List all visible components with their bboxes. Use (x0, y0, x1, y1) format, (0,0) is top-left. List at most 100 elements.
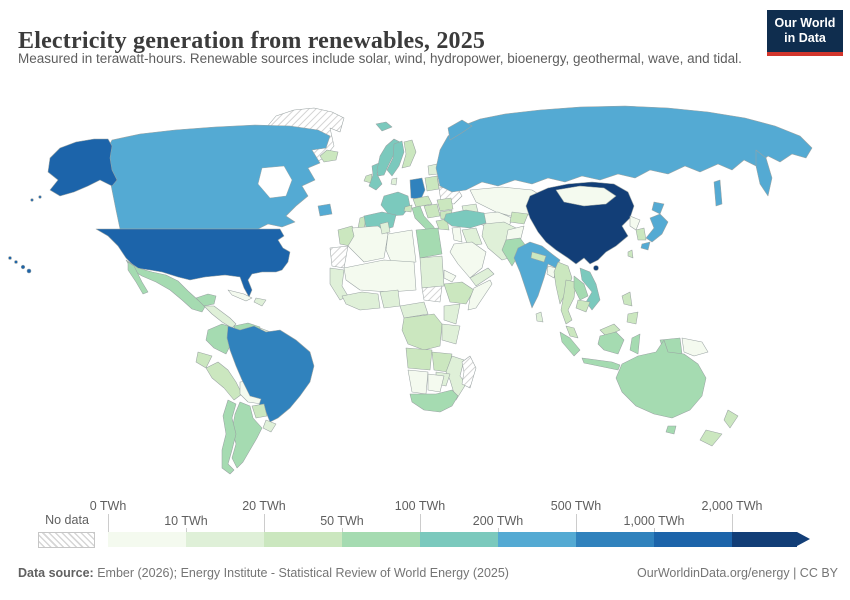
island-java[interactable] (581, 357, 621, 371)
region-yemen-oman[interactable] (469, 267, 495, 287)
region-levant[interactable] (451, 226, 463, 243)
country-canada[interactable] (103, 124, 331, 230)
country-malaysia-peninsula[interactable] (565, 325, 579, 339)
country-greece[interactable] (435, 218, 450, 231)
island-borneo[interactable] (597, 331, 625, 355)
country-papua-new-guinea[interactable] (681, 337, 709, 357)
country-colombia[interactable] (205, 323, 235, 355)
country-somalia[interactable] (467, 279, 493, 311)
region-kyrgyz-tajik[interactable] (509, 211, 529, 225)
country-new-zealand-south[interactable] (699, 429, 723, 447)
country-libya[interactable] (385, 229, 417, 265)
region-balkans[interactable] (423, 203, 441, 219)
owid-logo[interactable]: Our World in Data (767, 10, 843, 56)
legend-segment-0[interactable] (108, 532, 186, 547)
island-sulawesi[interactable] (629, 333, 641, 355)
country-algeria[interactable] (347, 225, 389, 263)
country-new-zealand-north[interactable] (723, 409, 739, 429)
legend-segment-1[interactable] (186, 532, 264, 547)
country-ecuador[interactable] (195, 351, 213, 369)
country-nepal[interactable] (530, 251, 547, 263)
legend-segment-5[interactable] (498, 532, 576, 547)
country-bangladesh[interactable] (546, 265, 557, 279)
island-sumatra[interactable] (559, 331, 581, 357)
island-sakhalin[interactable] (713, 179, 723, 207)
country-united-states-alaska[interactable] (47, 138, 118, 197)
country-cambodia[interactable] (575, 299, 591, 313)
country-sudan[interactable] (419, 255, 445, 289)
country-denmark[interactable] (390, 177, 398, 186)
island-luzon[interactable] (621, 291, 633, 307)
country-cuba[interactable] (227, 289, 253, 302)
hawaii-island[interactable] (20, 264, 26, 270)
country-ethiopia[interactable] (443, 281, 475, 305)
country-india[interactable] (513, 241, 561, 309)
country-south-africa[interactable] (409, 389, 459, 413)
island-tasmania[interactable] (665, 425, 677, 435)
country-united-states[interactable] (95, 228, 291, 298)
hawaii-island[interactable] (26, 268, 32, 274)
legend-segment-7[interactable] (654, 532, 732, 547)
territory-svalbard[interactable] (375, 121, 393, 132)
country-sweden[interactable] (386, 140, 405, 177)
country-malaysia-borneo[interactable] (599, 323, 621, 337)
country-poland[interactable] (424, 175, 440, 192)
island-novaya-zemlya[interactable] (447, 119, 473, 141)
country-france[interactable] (380, 191, 411, 217)
island-hainan[interactable] (593, 265, 599, 271)
region-west-africa[interactable] (341, 291, 381, 311)
hawaii-island[interactable] (14, 260, 18, 264)
country-eritrea[interactable] (443, 269, 457, 283)
country-tanzania[interactable] (441, 323, 461, 345)
country-mongolia[interactable] (555, 185, 617, 207)
country-paraguay[interactable] (251, 403, 268, 419)
country-kenya[interactable] (443, 303, 461, 325)
footer-link[interactable]: OurWorldinData.org/energy | CC BY (636, 566, 838, 580)
country-south-sudan[interactable] (421, 285, 443, 303)
country-namibia[interactable] (407, 369, 429, 395)
country-japan-hokkaido[interactable] (651, 201, 665, 215)
country-laos[interactable] (573, 275, 589, 301)
country-finland[interactable] (401, 139, 417, 169)
region-sahel[interactable] (343, 259, 417, 293)
country-mexico-yucatan[interactable] (195, 293, 217, 307)
aleutian-island[interactable] (30, 198, 34, 202)
country-saudi-arabia[interactable] (449, 241, 487, 279)
country-brazil[interactable] (226, 325, 315, 423)
country-north-korea[interactable] (629, 215, 641, 231)
region-western-sahara[interactable] (329, 245, 349, 269)
country-sri-lanka[interactable] (535, 311, 544, 323)
country-tunisia[interactable] (379, 221, 391, 235)
country-romania[interactable] (436, 197, 454, 212)
island-mindanao[interactable] (626, 311, 639, 325)
legend-segment-6[interactable] (576, 532, 654, 547)
region-central-america[interactable] (203, 305, 237, 329)
hawaii-island[interactable] (8, 256, 12, 260)
country-vietnam[interactable] (579, 267, 601, 311)
country-madagascar[interactable] (461, 355, 477, 389)
country-nigeria[interactable] (379, 289, 401, 309)
country-russia[interactable] (435, 105, 813, 193)
island-hispaniola[interactable] (253, 297, 267, 307)
country-botswana[interactable] (427, 373, 445, 393)
country-switzerland[interactable] (403, 204, 413, 213)
country-iceland[interactable] (319, 149, 339, 163)
country-uruguay[interactable] (262, 419, 277, 433)
country-australia[interactable] (615, 339, 707, 419)
country-angola[interactable] (405, 347, 433, 371)
aleutian-island[interactable] (38, 195, 42, 199)
country-south-korea[interactable] (635, 227, 647, 241)
legend-no-data-swatch[interactable] (38, 532, 95, 548)
country-canada-newfoundland[interactable] (317, 203, 333, 217)
legend-segment-8[interactable] (732, 532, 797, 547)
country-japan-kyushu[interactable] (640, 241, 651, 251)
legend-segment-4[interactable] (420, 532, 498, 547)
country-taiwan[interactable] (627, 249, 634, 259)
country-germany[interactable] (409, 177, 426, 200)
region-czech-austria[interactable] (412, 195, 433, 208)
country-mexico-baja[interactable] (127, 261, 149, 295)
country-chile[interactable] (221, 399, 237, 475)
country-turkey[interactable] (443, 209, 487, 229)
country-japan-honshu[interactable] (645, 213, 669, 243)
region-cameroon-car[interactable] (399, 301, 429, 319)
